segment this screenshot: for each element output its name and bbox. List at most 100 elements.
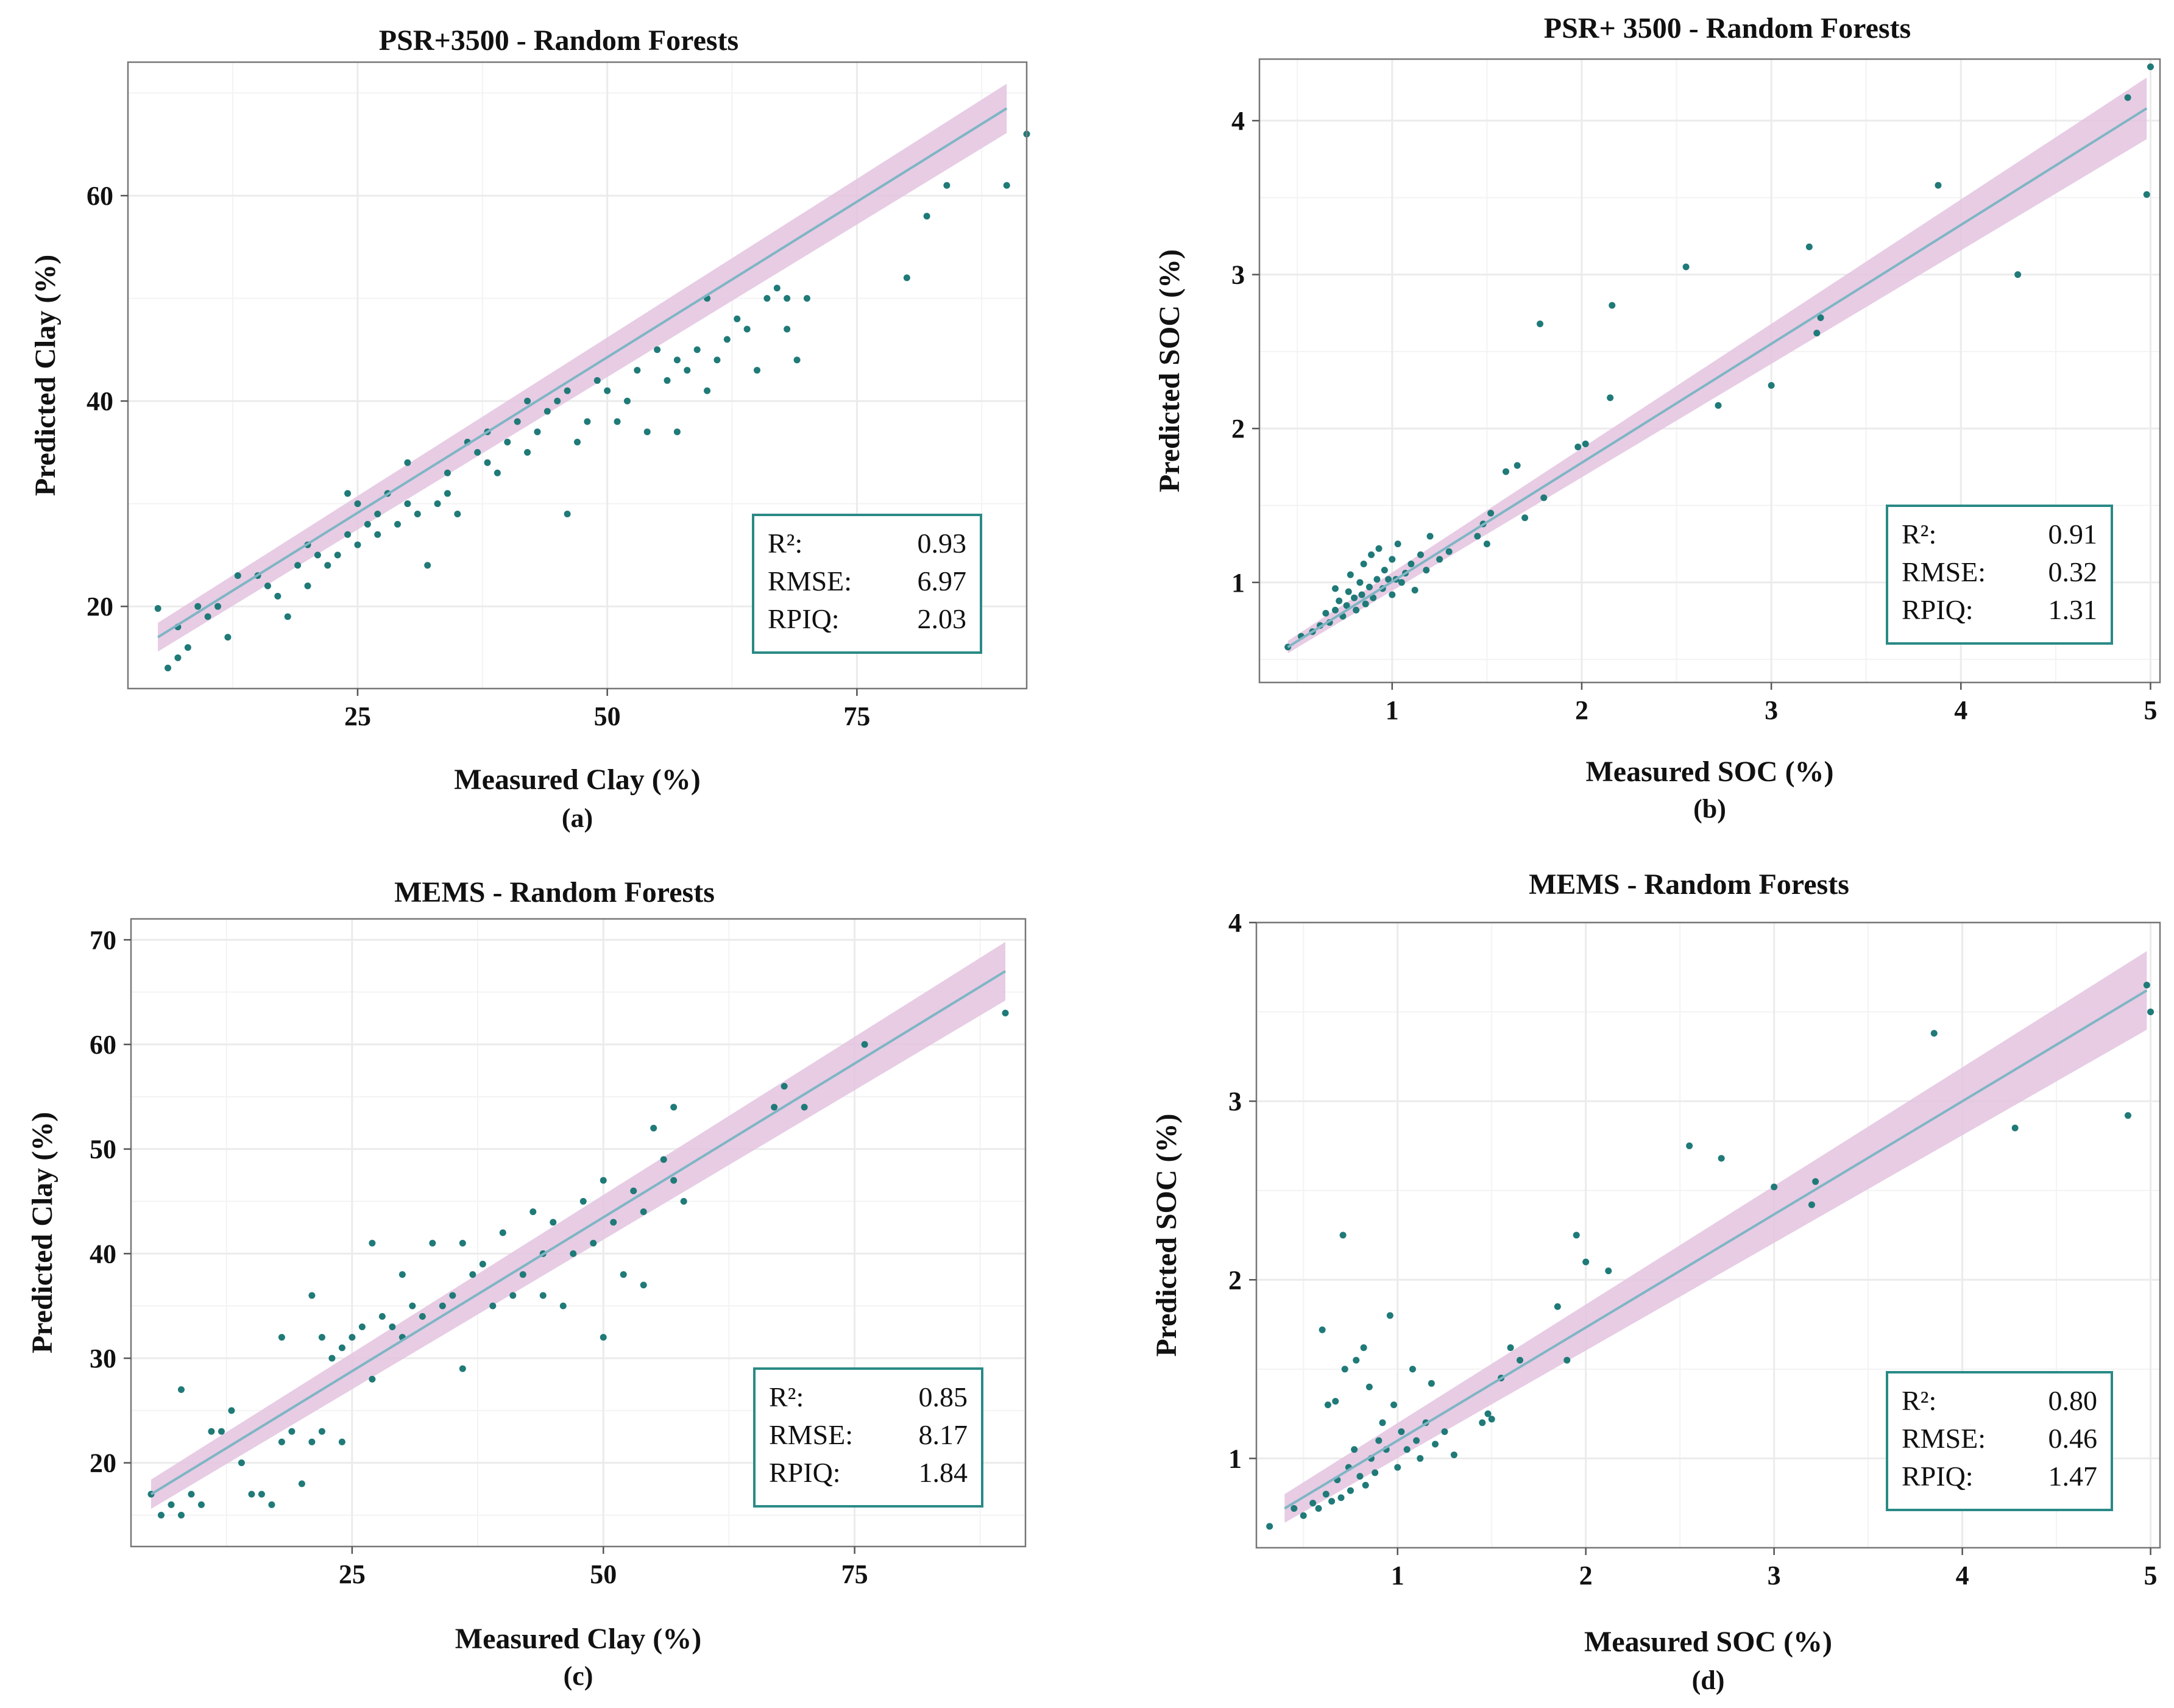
data-point: [1428, 1380, 1435, 1387]
data-point: [509, 1292, 517, 1299]
data-point: [1385, 576, 1392, 583]
data-point: [429, 1239, 436, 1247]
data-point: [1365, 1383, 1373, 1391]
y-tick-label: 3: [1231, 260, 1245, 290]
panel-sublabel: (b): [1693, 794, 1726, 824]
data-point: [409, 1302, 416, 1309]
data-point: [600, 1177, 607, 1184]
plot-frame: [1258, 58, 2161, 684]
data-point: [713, 356, 721, 364]
stats-box-frame: [753, 1367, 983, 1508]
stat-label-rmse: RMSE:: [1902, 1423, 1986, 1454]
data-point: [1345, 588, 1352, 595]
y-tick-label: 70: [90, 925, 116, 955]
data-point: [344, 490, 352, 497]
x-tick-label: 3: [1768, 1561, 1781, 1590]
x-tick-label: 4: [1956, 1561, 1969, 1590]
stat-value-rmse: 8.17: [919, 1419, 968, 1450]
data-point: [338, 1438, 345, 1445]
x-axis-label: Measured Clay (%): [454, 764, 700, 796]
data-point: [1389, 556, 1396, 563]
data-point: [1483, 540, 1490, 548]
stats-box-frame: [1886, 505, 2113, 645]
data-point: [1574, 444, 1582, 451]
stats-box-frame: [752, 514, 982, 654]
data-point: [1373, 576, 1381, 583]
y-tick-label: 3: [1228, 1086, 1242, 1116]
data-point: [474, 448, 481, 456]
data-point: [369, 1375, 376, 1383]
chart-title: MEMS - Random Forests: [394, 876, 715, 909]
y-tick-label: 40: [87, 386, 113, 416]
x-tick-label: 1: [1391, 1561, 1404, 1590]
data-point: [1315, 1505, 1322, 1512]
data-point: [1537, 320, 1544, 327]
data-point: [314, 551, 321, 559]
data-point: [358, 1324, 366, 1330]
data-point: [734, 315, 741, 322]
data-point: [504, 439, 511, 446]
data-point: [177, 1386, 185, 1393]
data-point: [338, 1344, 345, 1352]
data-point: [680, 1198, 687, 1205]
plot-frame: [127, 61, 1028, 690]
y-tick-label: 2: [1231, 414, 1245, 444]
data-point: [349, 1334, 356, 1341]
data-point: [564, 511, 571, 518]
data-point: [394, 520, 401, 528]
stats-box: R²: 0.80 RMSE: 0.46 RPIQ: 1.47: [1886, 1371, 2113, 1511]
panel-sublabel: (d): [1692, 1665, 1725, 1695]
data-point: [1331, 606, 1339, 614]
y-axis-label: Predicted Clay (%): [29, 255, 62, 496]
data-point: [584, 418, 591, 425]
data-point: [579, 1198, 587, 1205]
data-point: [234, 572, 241, 579]
data-point: [1554, 1303, 1561, 1310]
data-point: [1002, 1010, 1009, 1016]
data-point: [1540, 494, 1548, 501]
y-tick-label: 1: [1228, 1444, 1242, 1473]
x-tick-label: 50: [594, 701, 621, 731]
data-point: [2124, 1112, 2131, 1119]
data-point: [564, 387, 571, 394]
data-point: [304, 582, 311, 589]
data-point: [1682, 263, 1690, 271]
data-point: [670, 1104, 678, 1111]
data-point: [334, 551, 341, 559]
data-point: [1805, 243, 1813, 250]
data-point: [1445, 548, 1453, 555]
data-point: [1487, 509, 1495, 517]
data-point: [660, 1156, 667, 1163]
data-point: [499, 1229, 506, 1236]
data-point: [1360, 1344, 1367, 1352]
data-point: [1582, 1258, 1590, 1266]
data-point: [593, 377, 601, 384]
x-tick-label: 4: [1954, 695, 1967, 725]
confidence-band: [1287, 77, 2147, 654]
regression-line: [1284, 989, 2148, 1510]
x-tick-label: 5: [2144, 1561, 2158, 1590]
data-point: [1417, 551, 1424, 558]
stat-label-r2: R²:: [1902, 1385, 1936, 1416]
x-tick-label: 2: [1575, 695, 1588, 725]
data-point: [204, 613, 211, 620]
data-point: [1353, 1356, 1360, 1364]
confidence-band: [158, 83, 1007, 652]
data-point: [404, 500, 411, 508]
data-point: [1450, 1451, 1457, 1459]
plot-frame: [130, 918, 1027, 1548]
data-point: [1370, 594, 1377, 601]
data-point: [1398, 1428, 1405, 1435]
data-point: [389, 1324, 396, 1330]
data-point: [664, 377, 671, 384]
data-point: [318, 1334, 325, 1341]
y-tick-label: 60: [87, 181, 113, 211]
data-point: [208, 1428, 215, 1435]
stat-label-rpiq: RPIQ:: [768, 603, 840, 634]
data-point: [1328, 1498, 1336, 1505]
stat-label-rmse: RMSE:: [768, 565, 852, 597]
data-point: [1347, 571, 1354, 578]
data-point: [288, 1428, 296, 1435]
data-point: [1423, 567, 1430, 574]
